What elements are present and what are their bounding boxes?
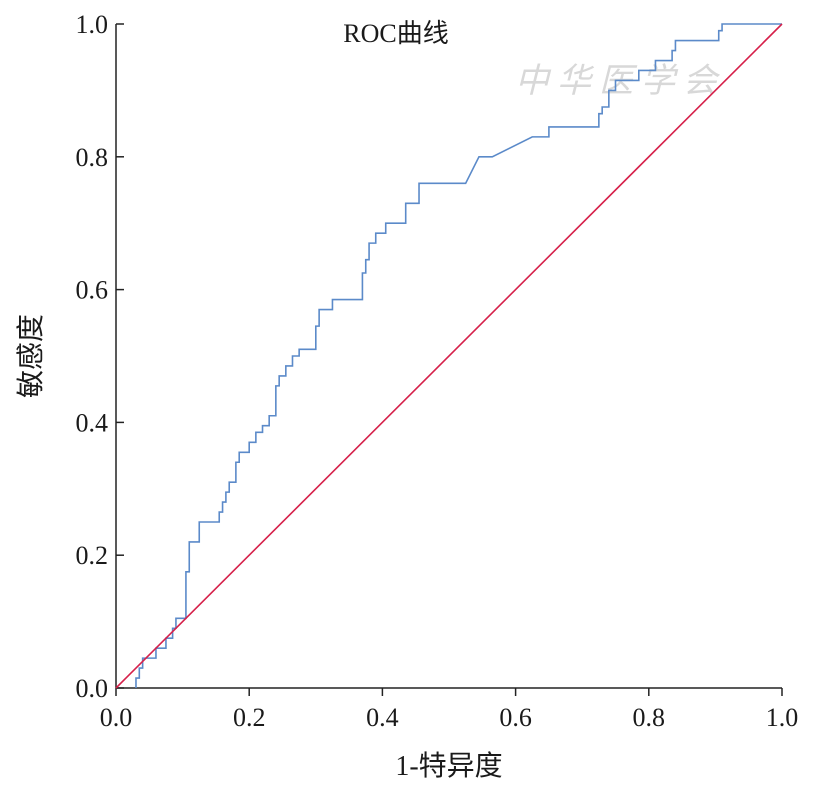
x-tick-label: 1.0 bbox=[766, 703, 799, 732]
y-tick-label: 0.4 bbox=[76, 408, 109, 437]
series-line bbox=[115, 23, 783, 689]
y-tick-label: 1.0 bbox=[76, 10, 109, 39]
y-tick-label: 0.0 bbox=[76, 674, 109, 703]
x-tick-label: 0.2 bbox=[233, 703, 266, 732]
series-line bbox=[135, 23, 782, 688]
x-tick-label: 0.4 bbox=[366, 703, 399, 732]
x-tick-label: 0.6 bbox=[499, 703, 532, 732]
chart-title: ROC曲线 bbox=[343, 19, 448, 48]
y-axis-label: 敏感度 bbox=[15, 314, 47, 398]
x-tick-label: 0.0 bbox=[100, 703, 133, 732]
y-tick-label: 0.2 bbox=[76, 541, 109, 570]
x-axis-label: 1-特异度 bbox=[395, 750, 502, 782]
watermark: 中华医学会 bbox=[515, 63, 725, 100]
y-tick-label: 0.8 bbox=[76, 143, 109, 172]
y-tick-label: 0.6 bbox=[76, 276, 109, 305]
x-tick-label: 0.8 bbox=[633, 703, 666, 732]
